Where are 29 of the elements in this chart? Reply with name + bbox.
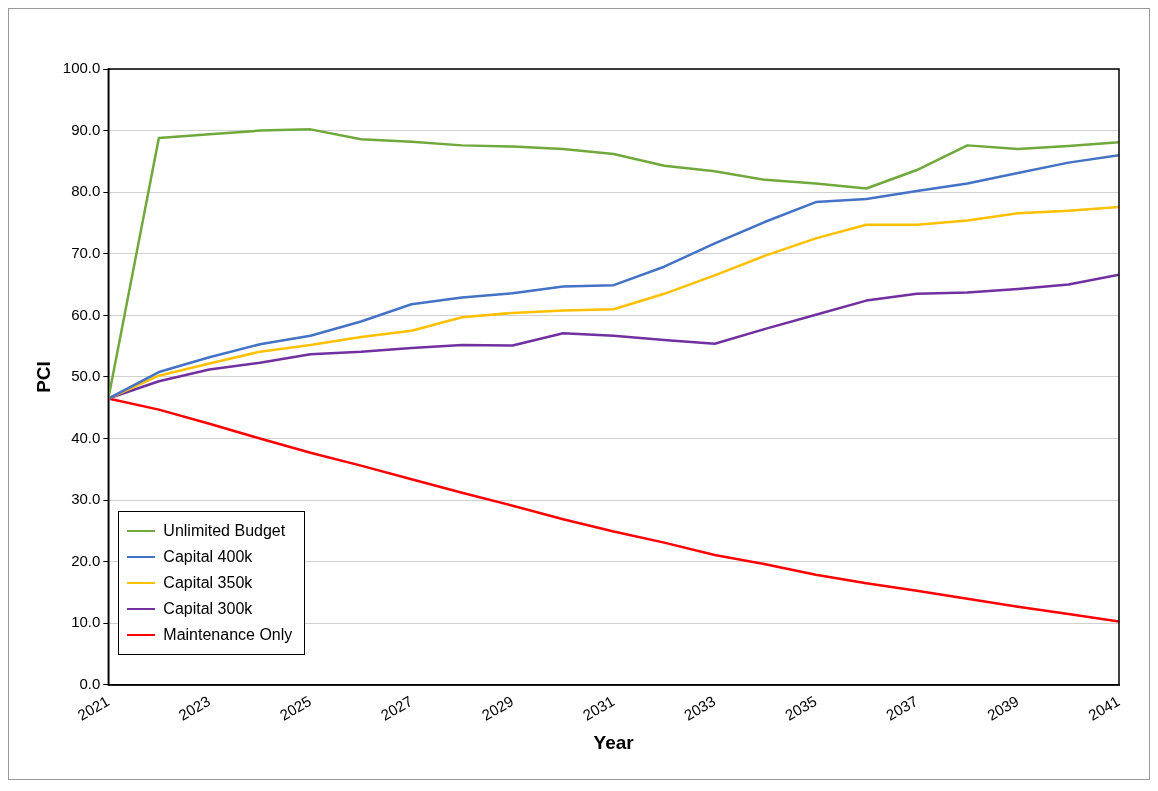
x-tick-label: 2023 [175, 692, 213, 724]
x-tick-label: 2033 [680, 692, 719, 724]
x-tick-label: 2027 [377, 692, 416, 724]
y-tick-label: 10.0 [71, 613, 101, 631]
y-tick-label: 90.0 [71, 120, 101, 138]
legend-label: Unlimited Budget [163, 521, 286, 540]
legend-label: Capital 400k [163, 547, 253, 566]
y-tick-label: 70.0 [71, 243, 101, 261]
y-tick-label: 100.0 [62, 59, 101, 77]
x-tick-label: 2041 [1085, 692, 1123, 724]
legend-label: Capital 300k [163, 599, 253, 618]
x-tick-label: 2025 [276, 692, 315, 724]
x-tick-label: 2031 [579, 692, 618, 724]
y-axis-title: PCI [32, 361, 54, 393]
x-tick-label: 2029 [478, 692, 517, 724]
x-axis-title: Year [593, 731, 635, 753]
y-tick-label: 60.0 [71, 305, 101, 323]
y-tick-label: 30.0 [71, 490, 101, 508]
x-tick-label: 2021 [74, 692, 112, 724]
y-tick-label: 50.0 [71, 367, 101, 385]
x-tick-label: 2039 [984, 692, 1022, 724]
x-tick-label: 2037 [883, 692, 921, 724]
legend-label: Capital 350k [163, 573, 253, 592]
y-tick-label: 40.0 [71, 428, 101, 446]
y-tick-label: 80.0 [71, 182, 101, 200]
y-tick-label: 0.0 [79, 675, 101, 693]
x-tick-label: 2035 [781, 692, 820, 724]
legend-label: Maintenance Only [163, 625, 293, 644]
y-tick-label: 20.0 [71, 551, 101, 569]
